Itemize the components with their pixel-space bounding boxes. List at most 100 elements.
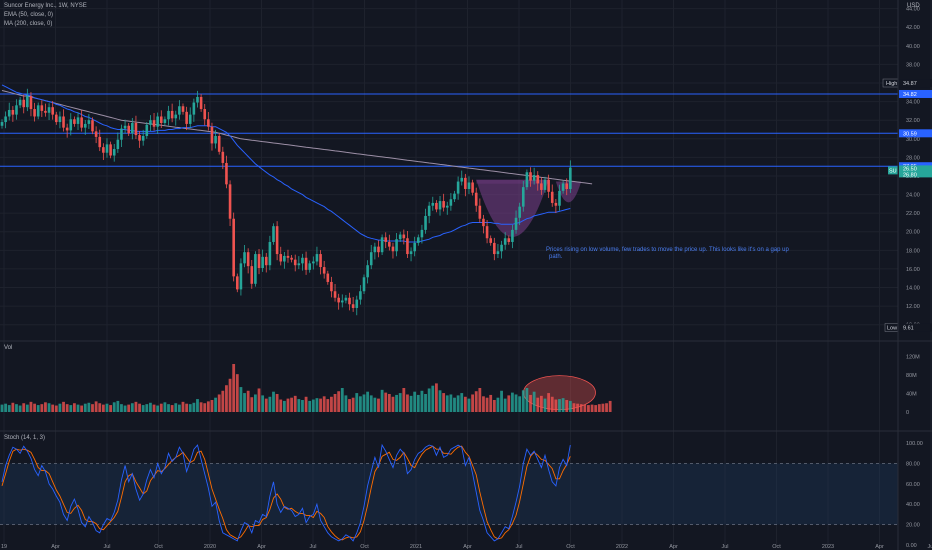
candle-body	[131, 122, 134, 134]
volume-bar	[83, 403, 87, 412]
candle-body	[163, 119, 167, 123]
candlestick-series	[0, 88, 572, 316]
x-tick-label: Oct	[154, 544, 163, 550]
volume-bar	[98, 403, 102, 412]
candle-body	[73, 119, 76, 124]
volume-bar	[138, 403, 141, 412]
candle-body	[540, 183, 543, 190]
volume-bar	[167, 404, 170, 412]
stochastic-lines	[1, 443, 571, 542]
cup-highlight	[476, 179, 549, 237]
volume-bar	[579, 404, 583, 412]
candle-body	[435, 202, 438, 210]
candle-body	[301, 257, 304, 264]
volume-bar	[58, 403, 62, 412]
volume-bar	[134, 401, 138, 412]
candle-body	[337, 297, 340, 303]
high-tag-value: 34.87	[903, 81, 917, 87]
candle-body	[312, 261, 315, 264]
volume-bar	[152, 404, 156, 412]
volume-bar	[268, 396, 272, 412]
volume-bar	[561, 398, 565, 412]
volume-bar	[25, 404, 29, 412]
candle-body	[554, 202, 558, 206]
volume-bar	[297, 399, 301, 412]
candle-body	[181, 106, 185, 112]
candle-body	[297, 263, 301, 266]
candle-body	[44, 110, 47, 113]
candle-body	[322, 267, 326, 274]
candle-body	[547, 179, 550, 192]
volume-bar	[489, 394, 493, 412]
volume-bar	[558, 399, 561, 412]
volume-bar	[420, 390, 424, 412]
candle-body	[536, 175, 540, 184]
volume-bar	[185, 403, 189, 412]
x-tick-label: Apr	[463, 544, 472, 550]
volume-tick-label: 0	[906, 410, 909, 416]
price-tick-label: 22.00	[906, 211, 920, 217]
candle-body	[51, 107, 54, 115]
candle-body	[188, 114, 192, 124]
volume-bar	[427, 388, 431, 412]
candle-body	[102, 147, 105, 153]
candle-body	[351, 304, 355, 308]
candle-body	[391, 246, 395, 252]
volume-bar	[518, 396, 522, 412]
price-tags: 34.8230.5927.05High34.87Low9.61SU26.5026…	[882, 78, 932, 332]
volume-bar	[311, 399, 315, 412]
volume-bar	[500, 390, 503, 412]
candle-body	[366, 265, 369, 278]
volume-bar	[416, 394, 420, 412]
volume-bar	[369, 395, 373, 412]
candle-body	[406, 238, 409, 255]
ma200-line	[1, 90, 593, 185]
candle-body	[225, 162, 228, 185]
candle-body	[134, 122, 138, 136]
price-tick-label: 14.00	[906, 286, 920, 292]
volume-bar	[91, 404, 94, 412]
volume-bar	[181, 401, 185, 412]
candle-body	[384, 237, 388, 242]
volume-bar	[442, 393, 446, 412]
candle-body	[275, 226, 279, 255]
volume-bar	[101, 404, 105, 412]
candle-body	[550, 191, 554, 203]
candle-body	[561, 183, 565, 191]
candle-body	[254, 254, 257, 284]
candle-body	[58, 116, 62, 123]
candle-body	[464, 177, 467, 189]
x-tick-label: 2022	[616, 544, 628, 550]
volume-bar	[29, 401, 33, 412]
stoch-k-line	[1, 443, 571, 542]
candle-body	[55, 114, 58, 123]
low-tag-value-bg	[899, 323, 932, 332]
x-tick-label: 2023	[822, 544, 834, 550]
price-tick-label: 38.00	[906, 62, 920, 68]
x-tick-label: 2020	[204, 544, 216, 550]
candle-body	[145, 124, 149, 136]
volume-bar	[536, 397, 540, 412]
candle-body	[482, 218, 485, 227]
level-tag-bg	[899, 89, 932, 98]
volume-bar	[239, 387, 243, 412]
volume-bar	[51, 404, 55, 412]
candle-body	[453, 193, 456, 200]
volume-bar	[94, 401, 98, 412]
stoch-tick-label: 0.00	[906, 543, 917, 549]
candle-body	[261, 256, 264, 268]
volume-bar	[351, 397, 355, 412]
candle-body	[76, 117, 80, 124]
volume-bar	[355, 393, 359, 412]
volume-bar	[304, 396, 308, 412]
candle-body	[4, 116, 7, 123]
volume-bar	[576, 403, 579, 412]
volume-bar	[65, 404, 69, 412]
volume-bar	[384, 392, 388, 412]
volume-bar	[605, 403, 608, 412]
candle-body	[489, 238, 492, 243]
volume-bar	[315, 398, 319, 412]
volume-bar	[44, 402, 47, 412]
volume-bar	[521, 390, 525, 412]
candle-body	[141, 136, 145, 141]
